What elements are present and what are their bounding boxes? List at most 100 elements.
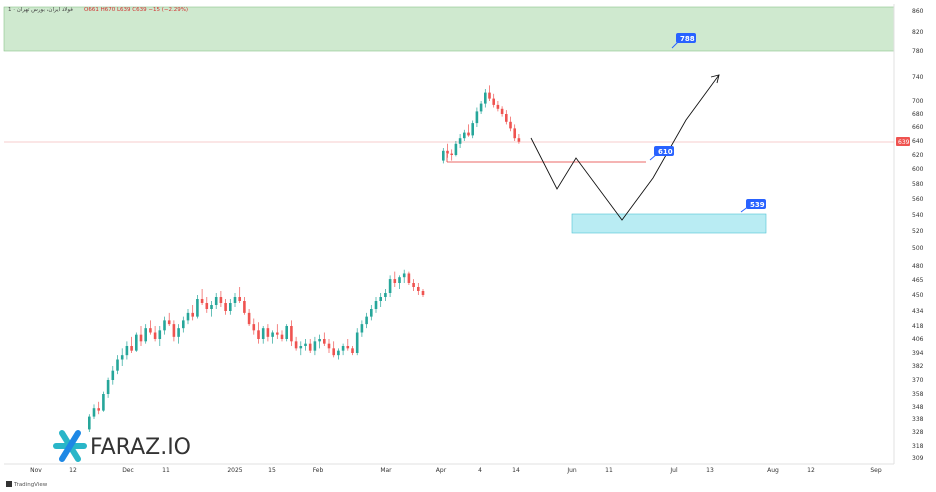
x-tick-label: 14 [512,467,520,474]
candle [488,85,491,101]
faraz-logo: FARAZ.IO [53,430,191,462]
candle [205,297,209,313]
candle [120,348,124,366]
candle [412,279,415,291]
y-tick-label: 328 [912,429,924,436]
candle [454,141,458,157]
candle [135,332,138,352]
candle [479,101,483,114]
y-tick-label: 520 [912,228,924,235]
svg-text:539: 539 [750,201,765,209]
candle [266,324,270,342]
y-tick-label: 540 [912,212,924,219]
x-tick-label: 4 [478,467,482,474]
candle [442,148,445,164]
candle [276,324,279,339]
y-axis: 309 318 328 338 348 358 370 382 394 406 418 434 450 4… [912,8,924,462]
candle [130,336,133,353]
y-tick-label: 309 [912,455,924,462]
candle [492,93,495,108]
candle [308,339,312,353]
y-tick-label: 450 [912,292,924,299]
x-tick-label: Dec [122,467,134,474]
tradingview-icon [6,481,12,487]
x-tick-label: Sep [870,467,882,474]
candle [318,334,321,349]
candle [351,346,354,356]
y-tick-label: 640 [912,138,924,145]
candle [111,366,115,385]
y-tick-label: 780 [912,48,924,55]
candle [200,289,204,305]
candle [500,106,504,117]
candle [182,316,185,333]
target-zone [3,6,895,52]
candle [327,339,331,353]
y-tick-label: 318 [912,443,924,450]
candle [294,336,298,351]
y-tick-label: 620 [912,152,924,159]
candle [346,339,350,351]
candle [398,275,401,289]
y-tick-label: 700 [912,98,924,105]
candle [365,312,368,329]
candle [496,101,500,112]
svg-text:788: 788 [680,35,695,43]
y-tick-label: 406 [912,336,924,343]
candle [116,355,119,375]
candle [214,293,218,309]
candle [285,324,288,342]
candle [290,320,293,346]
y-tick-label: 348 [912,404,924,411]
candle [513,124,516,141]
candle [149,320,152,335]
candle [388,275,392,297]
x-tick-label: Jun [566,467,577,474]
candle [158,326,162,346]
candle [243,297,246,315]
candle [167,312,171,326]
x-tick-label: 13 [706,467,714,474]
y-tick-label: 465 [912,277,924,284]
candle [341,343,345,356]
flag-target: 788 [671,33,696,49]
y-tick-label: 434 [912,308,924,315]
x-tick-label: 11 [605,467,613,474]
candle [238,287,241,303]
candle [163,316,166,335]
logo-text: FARAZ.IO [90,435,191,460]
candle [257,322,260,344]
candle [233,293,237,307]
candle [172,320,176,342]
candle [144,324,147,344]
x-tick-label: 2025 [227,467,242,474]
candle [332,341,335,358]
candle [186,309,190,325]
candle [88,414,91,432]
candle [102,391,105,412]
y-tick-label: 358 [912,391,924,398]
x-tick-label: Apr [436,467,447,474]
candle [374,297,378,313]
candle [323,332,326,346]
y-tick-label: 740 [912,74,924,81]
y-tick-label: 370 [912,377,924,384]
candle [505,110,508,125]
candles-segment-2 [442,85,521,164]
candle [139,326,143,346]
y-tick-label: 600 [912,166,924,173]
candle [360,320,364,337]
y-tick-label: 382 [912,363,924,370]
candle [304,339,307,351]
asterisk-icon [53,430,87,462]
flag-support: 610 [649,146,674,161]
candle [407,271,411,285]
y-tick-label: 860 [912,8,924,15]
candle [92,404,96,419]
last-price-label: 639 [898,139,910,146]
svg-text:610: 610 [658,148,673,156]
support-box-zone [571,213,767,234]
x-tick-label: Nov [30,467,42,474]
candle [517,134,521,144]
